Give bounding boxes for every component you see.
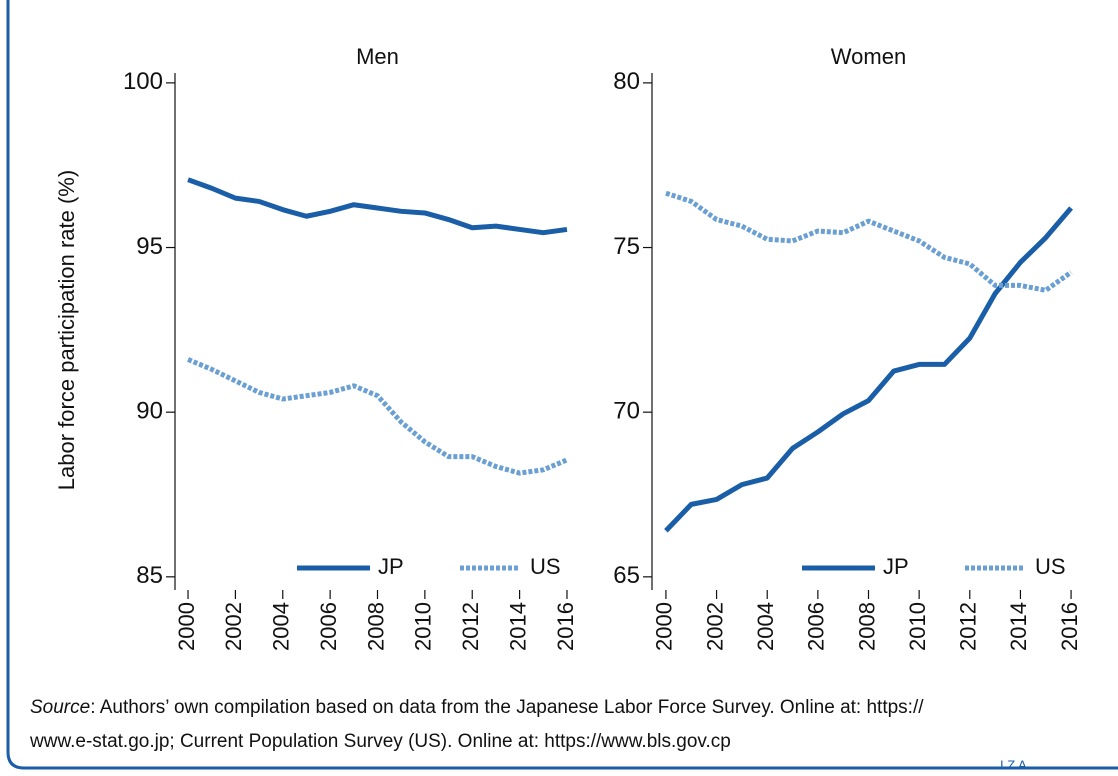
y-tick-label: 70 xyxy=(613,398,640,425)
x-tick-label: 2004 xyxy=(269,602,294,651)
panel-title: Men xyxy=(356,44,399,69)
y-tick-label: 95 xyxy=(136,233,163,260)
x-tick-label: 2000 xyxy=(174,602,199,651)
source-text: : Authors’ own compilation based on data… xyxy=(90,697,924,718)
x-tick-label: 2016 xyxy=(553,602,578,651)
x-tick-label: 2010 xyxy=(905,602,930,651)
x-tick-label: 2006 xyxy=(316,602,341,651)
series-line xyxy=(187,357,568,476)
x-tick-label: 2002 xyxy=(702,602,727,651)
series-line xyxy=(665,190,1073,293)
legend-label: JP xyxy=(883,554,909,579)
frame xyxy=(6,0,1118,770)
x-tick-label: 2014 xyxy=(1006,602,1031,651)
y-tick-label: 100 xyxy=(123,68,163,95)
source-label: Source xyxy=(30,697,90,718)
legend-label: US xyxy=(1035,554,1066,579)
logo: I Z A xyxy=(1000,757,1027,772)
panel-title: Women xyxy=(831,44,906,69)
series-line xyxy=(664,206,1073,533)
y-axis-label: Labor force participation rate (%) xyxy=(54,170,79,490)
y-tick-label: 85 xyxy=(136,562,163,589)
x-tick-label: 2012 xyxy=(458,602,483,651)
source-line: Source: Authors’ own compilation based o… xyxy=(30,697,924,718)
y-tick-label: 75 xyxy=(613,233,640,260)
series-line xyxy=(187,177,568,236)
x-tick-label: 2016 xyxy=(1057,602,1082,651)
legend-label: US xyxy=(530,554,561,579)
x-tick-label: 2000 xyxy=(652,602,677,651)
source-text: www.e-stat.go.jp; Current Population Sur… xyxy=(29,731,731,752)
x-tick-label: 2008 xyxy=(854,602,879,651)
x-tick-label: 2014 xyxy=(505,602,530,651)
y-tick-label: 80 xyxy=(613,68,640,95)
legend-label: JP xyxy=(378,554,404,579)
x-tick-label: 2004 xyxy=(753,602,778,651)
x-tick-label: 2008 xyxy=(363,602,388,651)
x-tick-label: 2002 xyxy=(221,602,246,651)
y-tick-label: 65 xyxy=(613,562,640,589)
y-tick-label: 90 xyxy=(136,398,163,425)
x-tick-label: 2012 xyxy=(956,602,981,651)
x-tick-label: 2010 xyxy=(411,602,436,651)
x-tick-label: 2006 xyxy=(804,602,829,651)
